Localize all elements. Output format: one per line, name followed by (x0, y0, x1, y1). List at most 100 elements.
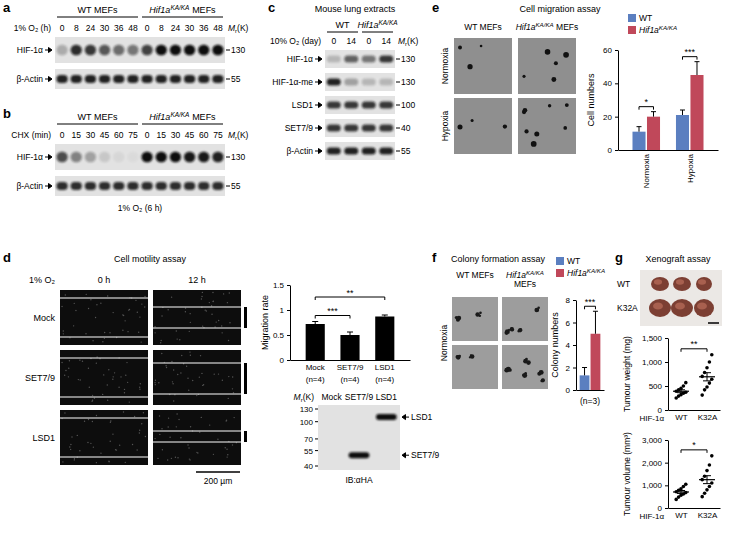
blot-row: SET7/940 (285, 119, 411, 137)
migrated-cell (503, 124, 507, 128)
band (56, 182, 67, 190)
blot-background (55, 69, 225, 89)
scale-bar (196, 471, 240, 473)
cell-speckle (104, 332, 105, 333)
cell-speckle (107, 400, 108, 401)
cell-speckle (176, 426, 177, 427)
cell-speckle (110, 420, 111, 421)
band (344, 55, 358, 62)
wound-edge (60, 457, 148, 458)
x-tick: SET7/9 (337, 363, 364, 372)
colony (510, 327, 514, 331)
point (700, 393, 704, 397)
cell-speckle (92, 395, 93, 396)
panel-title: Mouse lung extracts (315, 4, 396, 14)
lane-label: 30 (185, 23, 195, 33)
y-axis: 01,0002,0003,000 (642, 436, 669, 513)
y-tick-label: 2 (566, 364, 571, 373)
cell-speckle (209, 424, 210, 425)
cell-speckle (122, 330, 123, 331)
x-axis (577, 390, 605, 391)
band (349, 452, 370, 458)
group-underline (327, 32, 358, 33)
error-bar (677, 390, 685, 393)
cell-speckle (232, 444, 233, 445)
band (344, 124, 358, 131)
cell-speckle (161, 353, 162, 354)
point (708, 381, 712, 385)
migrated-cell (551, 77, 556, 82)
arrow (315, 80, 322, 85)
cell-speckle (136, 449, 137, 450)
y-tick-mark (287, 360, 290, 361)
row-label: SET7/9 (285, 123, 314, 133)
cell-speckle (137, 312, 138, 313)
panel-d: dCell motility assay1% O₂0 h12 hMockSET7… (3, 250, 440, 486)
cell-speckle (205, 309, 206, 310)
migrated-cell (523, 108, 528, 113)
band (99, 45, 110, 55)
cell-speckle (91, 401, 92, 402)
x-axis: MockSET7/9LSD1 (291, 361, 411, 372)
x-axis: WTK32A (669, 411, 721, 422)
allele: KA/KA (526, 269, 544, 276)
band (56, 75, 67, 83)
cell-speckle (160, 340, 161, 341)
error-bar (651, 112, 656, 117)
cell-speckle (86, 294, 87, 295)
n-label: (n=4) (375, 375, 394, 384)
cell-speckle (73, 325, 74, 326)
blot-background (325, 142, 395, 160)
tumour-highlight (675, 302, 685, 309)
arrow (45, 155, 52, 160)
band (156, 182, 167, 190)
cell-speckle (110, 422, 111, 423)
arrow (315, 149, 322, 154)
blot-row: LSD1100 (292, 96, 416, 114)
band (379, 124, 393, 131)
y-axis-title: Tumour weight (mg) (622, 336, 632, 412)
cell-speckle (185, 311, 186, 312)
cell-speckle (202, 292, 203, 293)
legend-name: WT (567, 256, 580, 266)
legend-label: Hif1aKA/KA (567, 267, 605, 278)
colony (525, 358, 528, 361)
cell-speckle (139, 430, 140, 431)
cell-speckle (108, 461, 109, 462)
marker-label: 55 (304, 447, 313, 456)
mr-tail: (K) (237, 130, 249, 140)
lane-label: 60 (114, 130, 124, 140)
panel-title: Cell migration assay (519, 4, 601, 14)
wound-edge (60, 358, 148, 359)
y-tick-mark (615, 50, 618, 51)
panel-letter: d (3, 250, 11, 265)
group-label: WT MEFs (78, 112, 118, 122)
micrograph (452, 297, 498, 341)
band (376, 414, 397, 420)
band (71, 45, 82, 55)
lane-label: 48 (213, 23, 223, 33)
gene-name: Hif1a (149, 112, 170, 122)
gene-name: Hif1a (149, 5, 170, 15)
band (344, 147, 358, 154)
colony (506, 367, 511, 372)
migrated-cell (471, 119, 474, 122)
n-label: (n=4) (306, 375, 325, 384)
x-tick-label: Normoxia (642, 153, 651, 188)
legend-label: Hif1aKA/KA (639, 24, 677, 35)
cell-speckle (190, 355, 191, 356)
y-tick-label: 3,000 (642, 436, 663, 445)
x-axis-line (291, 360, 411, 361)
cell-speckle (129, 401, 130, 402)
group-underline (142, 124, 223, 125)
band (362, 55, 376, 62)
cell-speckle (70, 444, 71, 445)
cell-speckle (201, 373, 202, 374)
micrograph (60, 350, 148, 405)
band (170, 152, 181, 162)
wound-edge (60, 337, 148, 338)
legend-name: WT (639, 13, 652, 23)
x-axis-line (669, 410, 721, 411)
band (327, 101, 341, 108)
cell-speckle (167, 309, 168, 310)
